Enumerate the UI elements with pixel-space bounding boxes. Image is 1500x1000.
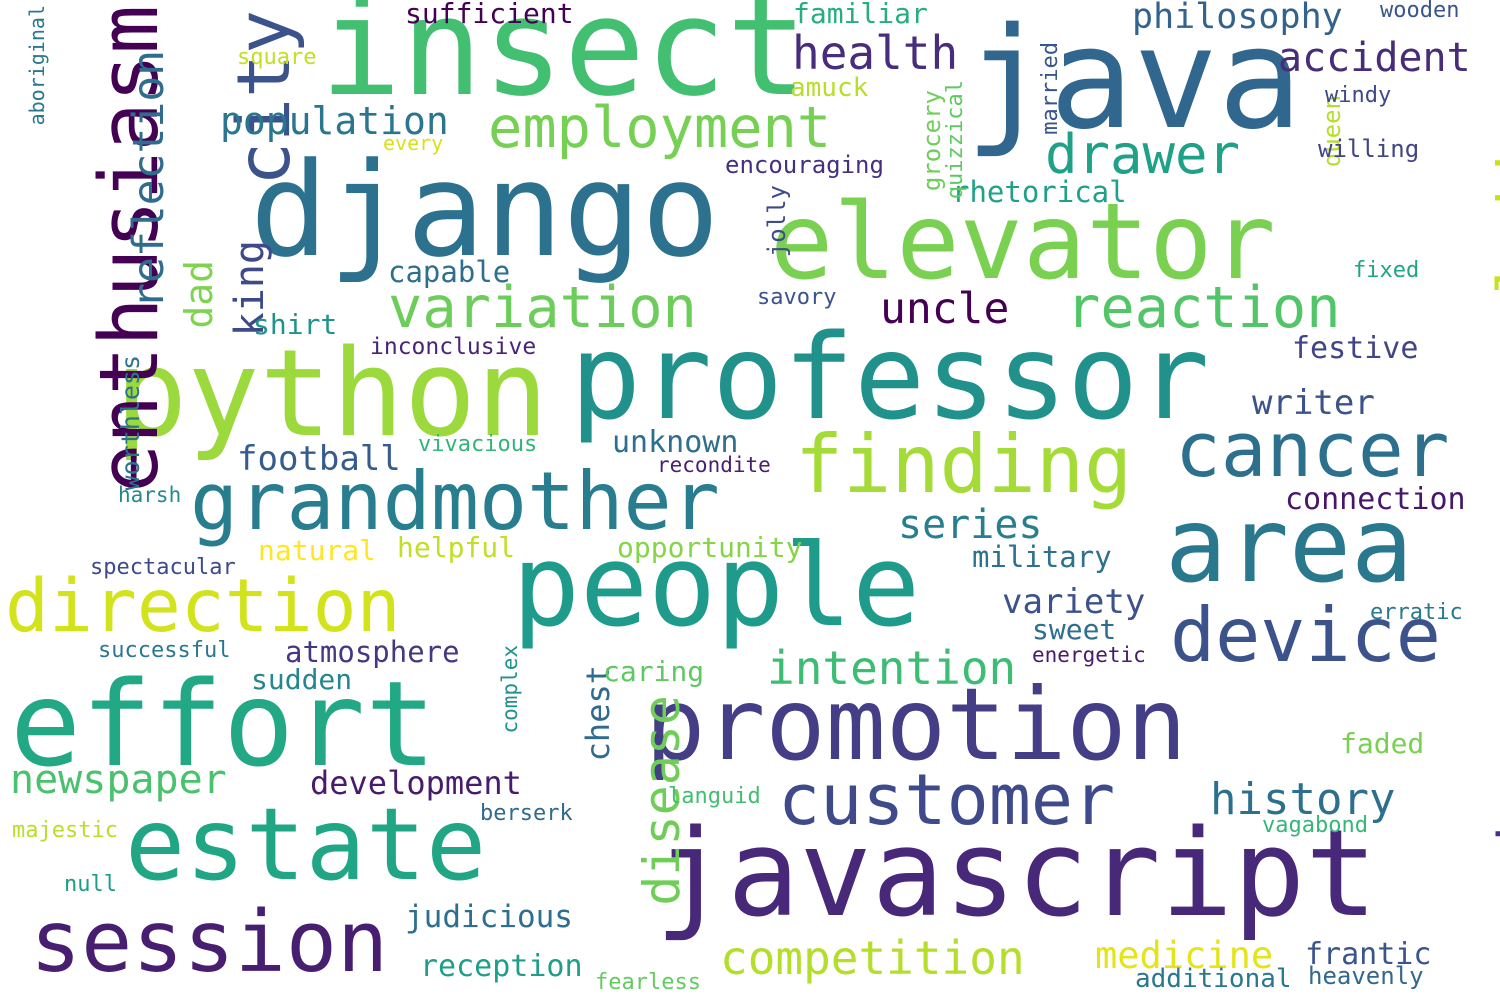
word-amuck: amuck bbox=[790, 73, 869, 103]
word-quizzical: quizzical bbox=[943, 80, 968, 200]
word-languid: languid bbox=[668, 784, 761, 809]
word-series: series bbox=[898, 502, 1043, 548]
word-area: area bbox=[1165, 486, 1414, 606]
word-inconclusive: inconclusive bbox=[370, 334, 537, 360]
word-connection: connection bbox=[1285, 482, 1466, 517]
word-energetic: energetic bbox=[1032, 643, 1146, 667]
word-philosophy: philosophy bbox=[1132, 0, 1343, 37]
word-history: history bbox=[1210, 774, 1396, 825]
word-sudden: sudden bbox=[251, 663, 353, 696]
word-dad: dad bbox=[177, 260, 221, 329]
word-drawer: drawer bbox=[1045, 123, 1241, 186]
word-sufficient: sufficient bbox=[405, 0, 574, 30]
word-effort: effort bbox=[10, 655, 437, 793]
word-finding: finding bbox=[795, 418, 1133, 511]
word-additional: additional bbox=[1135, 964, 1292, 994]
word-rhetorical: rhetorical bbox=[952, 175, 1127, 209]
word-cancer: cancer bbox=[1175, 405, 1450, 494]
word-capable: capable bbox=[388, 255, 511, 289]
word-erratic: erratic bbox=[1370, 600, 1463, 625]
word-uncle: uncle bbox=[880, 284, 1010, 334]
word-fixed: fixed bbox=[1353, 258, 1420, 283]
word-intention: intention bbox=[767, 641, 1017, 695]
word-harsh: harsh bbox=[118, 483, 182, 507]
word-unknown: unknown bbox=[612, 425, 739, 460]
word-direction: direction bbox=[5, 564, 401, 649]
word-spectacular: spectacular bbox=[90, 555, 236, 580]
word-caring: caring bbox=[603, 655, 705, 688]
word-berserk: berserk bbox=[480, 801, 573, 826]
word-recondite: recondite bbox=[657, 453, 771, 477]
word-football: football bbox=[237, 439, 401, 479]
word-vivacious: vivacious bbox=[418, 432, 538, 457]
word-health: health bbox=[792, 26, 959, 80]
word-square: square bbox=[237, 45, 317, 70]
word-judicious: judicious bbox=[405, 899, 573, 935]
word-promotion: promotion bbox=[645, 666, 1187, 783]
word-worthless: worthless bbox=[116, 355, 145, 491]
word-reaction: reaction bbox=[1066, 275, 1341, 341]
word-festive: festive bbox=[1292, 331, 1419, 366]
word-aboriginal: aboriginal bbox=[25, 5, 49, 126]
word-reception: reception bbox=[420, 949, 583, 984]
word-people: people bbox=[512, 520, 921, 652]
word-weakness: weakness bbox=[1487, 680, 1500, 941]
word-customer: customer bbox=[778, 759, 1116, 841]
word-city: city bbox=[222, 10, 307, 186]
word-married: married bbox=[1038, 42, 1063, 135]
word-opportunity: opportunity bbox=[617, 531, 803, 564]
word-django: django bbox=[250, 134, 720, 286]
word-shirt: shirt bbox=[253, 308, 338, 341]
word-session: session bbox=[30, 893, 389, 992]
word-every: every bbox=[383, 131, 444, 155]
word-grocery: grocery bbox=[918, 90, 946, 192]
word-estate: estate bbox=[125, 786, 487, 903]
word-frantic: frantic bbox=[1305, 937, 1432, 972]
word-savory: savory bbox=[757, 285, 837, 310]
word-java: java bbox=[965, 0, 1303, 161]
word-insect: insect bbox=[320, 0, 808, 126]
word-javascript: javascript bbox=[655, 805, 1378, 944]
word-complex: complex bbox=[498, 645, 522, 734]
word-sweet: sweet bbox=[1032, 613, 1117, 646]
word-atmosphere: atmosphere bbox=[285, 635, 460, 669]
word-grandmother: grandmother bbox=[190, 455, 720, 548]
word-wooden: wooden bbox=[1380, 0, 1460, 23]
word-willing: willing bbox=[1318, 135, 1420, 163]
word-windy: windy bbox=[1325, 83, 1392, 108]
word-device: device bbox=[1170, 591, 1441, 679]
word-development: development bbox=[310, 764, 522, 802]
word-employment: employment bbox=[488, 95, 832, 161]
word-medicine: medicine bbox=[1095, 934, 1274, 977]
word-null: null bbox=[64, 872, 117, 897]
word-heavenly: heavenly bbox=[1308, 962, 1424, 990]
word-military: military bbox=[972, 540, 1112, 574]
word-faded: faded bbox=[1340, 727, 1425, 760]
word-variety: variety bbox=[1002, 582, 1146, 622]
word-vagabond: vagabond bbox=[1262, 813, 1368, 838]
word-natural: natural bbox=[258, 534, 377, 567]
word-ladder: ladder bbox=[1485, 85, 1500, 295]
word-helpful: helpful bbox=[397, 531, 516, 564]
word-majestic: majestic bbox=[12, 818, 118, 843]
word-familiar: familiar bbox=[793, 0, 928, 30]
word-newspaper: newspaper bbox=[10, 757, 227, 803]
word-successful: successful bbox=[98, 638, 231, 663]
word-population: population bbox=[220, 99, 449, 143]
word-encouraging: encouraging bbox=[725, 151, 884, 179]
word-variation: variation bbox=[388, 275, 697, 341]
word-competition: competition bbox=[720, 931, 1025, 985]
word-accident: accident bbox=[1278, 35, 1471, 81]
word-elevator: elevator bbox=[770, 181, 1276, 303]
word-fearless: fearless bbox=[595, 970, 701, 995]
word-professor: professor bbox=[570, 308, 1210, 446]
word-writer: writer bbox=[1252, 383, 1375, 423]
word-reflection: reflection bbox=[124, 50, 174, 309]
word-jolly: jolly bbox=[763, 185, 791, 258]
word-python: python bbox=[115, 325, 549, 464]
